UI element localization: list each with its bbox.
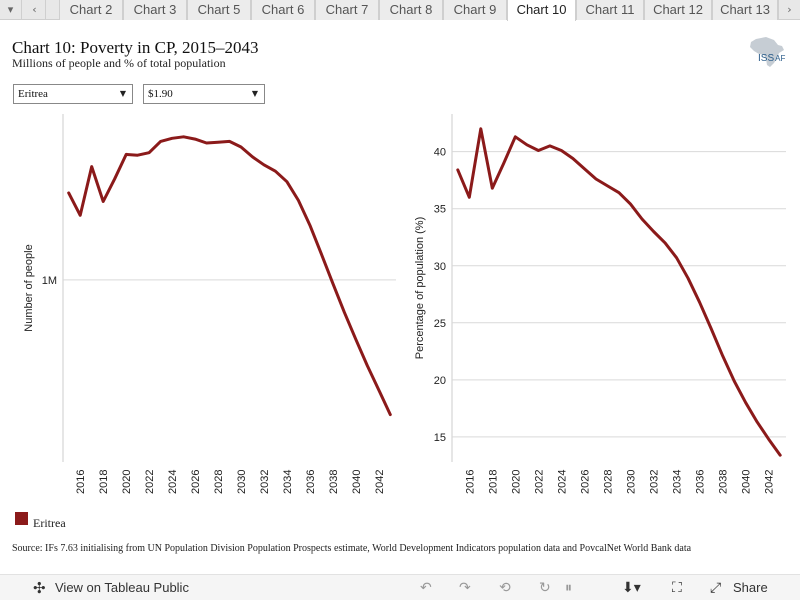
undo-icon[interactable]: ↶ [420, 580, 432, 596]
tab-chart-7[interactable]: Chart 7 [315, 0, 379, 20]
page-title: Chart 10: Poverty in CP, 2015–2043 [12, 38, 259, 57]
tab-chart-8[interactable]: Chart 8 [379, 0, 443, 20]
x-tick-label: 2032 [649, 470, 661, 494]
x-tick-label: 2022 [144, 470, 156, 494]
share-icon[interactable]: ⤢ [710, 580, 722, 596]
x-tick-label: 2016 [75, 470, 87, 494]
series-line-eritrea[interactable] [67, 135, 392, 417]
x-tick-label: 2020 [121, 470, 133, 494]
x-tick-label: 2020 [510, 470, 522, 494]
x-tick-label: 2026 [190, 470, 202, 494]
tableau-logo-icon: ✣ [33, 579, 46, 597]
x-tick-label: 2040 [741, 470, 753, 494]
y-tick-label: 25 [434, 318, 446, 330]
tab-chart-5[interactable]: Chart 5 [187, 0, 251, 20]
threshold-select-value: $1.90 [148, 88, 173, 100]
x-tick-label: 2034 [672, 470, 684, 494]
number-of-people-chart: 1M 2016 2018 2020 2022 2024 2026 2028 2030 2032 20… [23, 114, 396, 494]
y-axis-title: Number of people [23, 244, 35, 331]
y-tick-label: 20 [434, 375, 446, 387]
logo-wordmark: ISSAF [758, 53, 785, 64]
x-tick-label: 2026 [579, 470, 591, 494]
legend-swatch [15, 512, 28, 525]
x-tick-label: 2022 [533, 470, 545, 494]
country-select-value: Eritrea [18, 88, 48, 100]
logo-suffix: AF [775, 54, 786, 63]
x-tick-label: 2018 [487, 470, 499, 494]
threshold-select[interactable]: $1.90 ▼ [143, 84, 265, 104]
y-tick-label: 35 [434, 204, 446, 216]
page-subtitle: Millions of people and % of total popula… [12, 56, 226, 70]
tab-next-icon[interactable]: › [778, 0, 800, 20]
x-tick-label: 2042 [374, 470, 386, 494]
x-tick-label: 2028 [213, 470, 225, 494]
tab-prev-icon[interactable]: ‹ [24, 0, 46, 20]
x-tick-label: 2038 [328, 470, 340, 494]
x-tick-label: 2038 [718, 470, 730, 494]
source-note: Source: IFs 7.63 initialising from UN Po… [12, 543, 692, 554]
africa-map-logo-icon [750, 37, 784, 67]
share-button[interactable]: Share [733, 580, 768, 595]
tab-chart-13[interactable]: Chart 13 [712, 0, 778, 20]
logo-text: ISS [758, 53, 775, 64]
redo-icon[interactable]: ↷ [459, 580, 471, 596]
x-tick-label: 2028 [602, 470, 614, 494]
y-tick-label: 40 [434, 147, 446, 159]
tab-chart-12[interactable]: Chart 12 [644, 0, 712, 20]
x-tick-label: 2024 [556, 470, 568, 494]
y-tick-label: 1M [42, 275, 57, 287]
country-select[interactable]: Eritrea ▼ [13, 84, 133, 104]
x-tick-label: 2036 [305, 470, 317, 494]
x-tick-label: 2032 [259, 470, 271, 494]
tableau-toolbar: ✣ View on Tableau Public ↶ ↷ ⟲ ↻ ⏸ ⬇▾ ⛶ … [0, 574, 800, 600]
tab-chart-11[interactable]: Chart 11 [576, 0, 644, 20]
series-line-eritrea[interactable] [456, 127, 782, 457]
chevron-down-icon: ▼ [119, 89, 126, 98]
tab-chart-6[interactable]: Chart 6 [251, 0, 315, 20]
x-tick-label: 2030 [236, 470, 248, 494]
chevron-down-icon: ▼ [251, 89, 258, 98]
x-tick-label: 2036 [695, 470, 707, 494]
x-tick-label: 2016 [464, 470, 476, 494]
x-tick-label: 2042 [764, 470, 776, 494]
x-tick-label: 2018 [98, 470, 110, 494]
tab-chart-10[interactable]: Chart 10 [507, 0, 576, 21]
legend-label: Eritrea [33, 516, 66, 530]
download-icon[interactable]: ⬇▾ [622, 580, 641, 596]
y-tick-label: 30 [434, 261, 446, 273]
tab-chart-9[interactable]: Chart 9 [443, 0, 507, 20]
pause-icon[interactable]: ⏸ [565, 580, 572, 596]
revert-icon[interactable]: ⟲ [499, 580, 511, 596]
fullscreen-icon[interactable]: ⛶ [672, 580, 682, 596]
x-tick-label: 2034 [282, 470, 294, 494]
y-axis-title: Percentage of population (%) [414, 217, 426, 359]
tab-chart-2[interactable]: Chart 2 [59, 0, 123, 20]
x-tick-label: 2040 [351, 470, 363, 494]
tab-chart-3[interactable]: Chart 3 [123, 0, 187, 20]
tab-menu-icon[interactable]: ▾ [0, 0, 22, 20]
y-tick-label: 15 [434, 432, 446, 444]
x-tick-label: 2024 [167, 470, 179, 494]
refresh-icon[interactable]: ↻ [539, 580, 551, 596]
view-on-tableau-link[interactable]: View on Tableau Public [55, 580, 189, 595]
percentage-of-population-chart: 15 20 25 30 35 40 2016 2018 2020 2022 2024 2026 2028… [414, 114, 786, 494]
x-tick-label: 2030 [626, 470, 638, 494]
